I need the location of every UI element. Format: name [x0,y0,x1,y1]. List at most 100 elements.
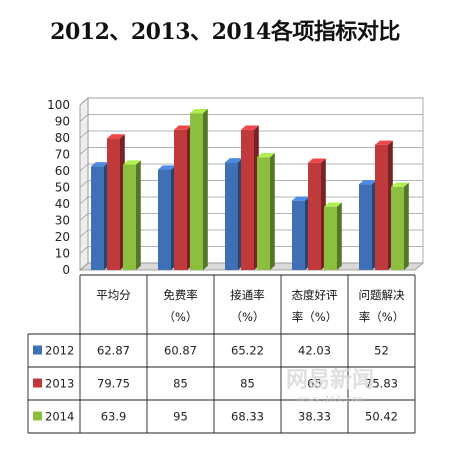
gridline [79,130,423,139]
data-label: 68.33 [231,410,264,424]
chart-title: 2012、2013、2014各项指标对比 [50,19,400,45]
y-tick-label: 10 [55,247,70,261]
bar-top [375,140,393,145]
data-label: 42.03 [298,344,331,358]
y-tick-label: 20 [55,230,70,244]
bar [225,158,243,270]
bar-front [91,166,104,270]
y-tick-label: 90 [55,115,70,129]
bar-front [241,129,254,270]
data-label: 50.42 [365,410,398,424]
category-label: （%） [164,310,198,324]
watermark-subtext: news.163.com [297,395,362,405]
bar [257,153,275,270]
y-tick-label: 0 [62,263,70,277]
bar-top [91,162,109,167]
gridline [79,147,423,155]
gridline [79,97,423,106]
bar [174,125,192,270]
bar-top [158,165,176,170]
bar-top [308,158,326,163]
bar-front [391,186,404,270]
category-label: （%） [231,310,265,324]
bar-front [190,113,203,270]
bar-front [174,129,187,270]
bar-front [225,162,238,270]
data-label: 85 [240,377,255,391]
data-label: 75.83 [365,377,398,391]
category-label: 率（%） [292,310,337,324]
y-tick-label: 100 [47,98,70,112]
bar [107,134,125,270]
y-tick-label: 70 [55,148,70,162]
data-label: 65 [307,377,322,391]
bar-side [136,160,141,270]
data-label: 38.33 [298,410,331,424]
bar [324,202,342,270]
bar-series [91,109,409,270]
bar-front [359,184,372,270]
legend-swatch [33,378,42,388]
legend-label: 2013 [45,377,74,391]
legend-swatch [33,411,42,421]
data-label: 85 [173,377,188,391]
watermark-text: 网易新闻 [286,367,374,393]
bar-top [257,153,275,158]
bar [391,182,409,270]
bar-side [404,182,409,270]
legend-label: 2014 [45,410,74,424]
y-tick-label: 40 [55,197,70,211]
bar-side [203,109,208,270]
bar-top [292,196,310,201]
gridline [79,114,423,122]
data-label: 60.87 [164,344,197,358]
category-label: 平均分 [96,288,131,302]
bar-top [241,125,259,130]
category-label: 免费率 [163,288,198,302]
bar [123,160,141,270]
bar-top [359,180,377,185]
bar [308,158,326,270]
data-label: 79.75 [97,377,130,391]
bar-top [324,202,342,207]
watermark: 网易新闻 news.163.com [286,367,374,405]
bar [91,162,109,270]
bar-front [257,157,270,270]
bar [190,109,208,270]
bar-top [123,160,141,165]
bar-side [337,202,342,270]
data-label: 63.9 [101,410,127,424]
bar-top [225,158,243,163]
y-tick-label: 80 [55,131,70,145]
bar-front [292,200,305,270]
y-tick-label: 60 [55,164,70,178]
y-tick-label: 50 [55,181,70,195]
category-label: 问题解决 [359,288,405,302]
bar-front [308,162,321,270]
data-label: 65.22 [231,344,264,358]
bar-front [107,138,120,270]
bar-top [174,125,192,130]
bar [241,125,259,270]
legend-swatch [33,345,42,355]
bar-side [270,153,275,270]
bar-front [324,206,337,270]
category-label: 态度好评 [292,288,338,302]
bar [292,196,310,270]
bar [359,180,377,270]
data-label: 52 [374,344,389,358]
bar-front [375,144,388,270]
bar-top [190,109,208,114]
category-label: 接通率 [230,288,265,302]
category-label: 率（%） [359,310,404,324]
data-label: 95 [173,410,188,424]
legend-label: 2012 [45,344,74,358]
bar-front [158,169,171,270]
y-axis: 0 10 20 30 40 50 60 70 80 90 100 [47,98,70,277]
bar [158,165,176,270]
bar [375,140,393,270]
bar-front [123,164,136,270]
bar-top [391,182,409,187]
